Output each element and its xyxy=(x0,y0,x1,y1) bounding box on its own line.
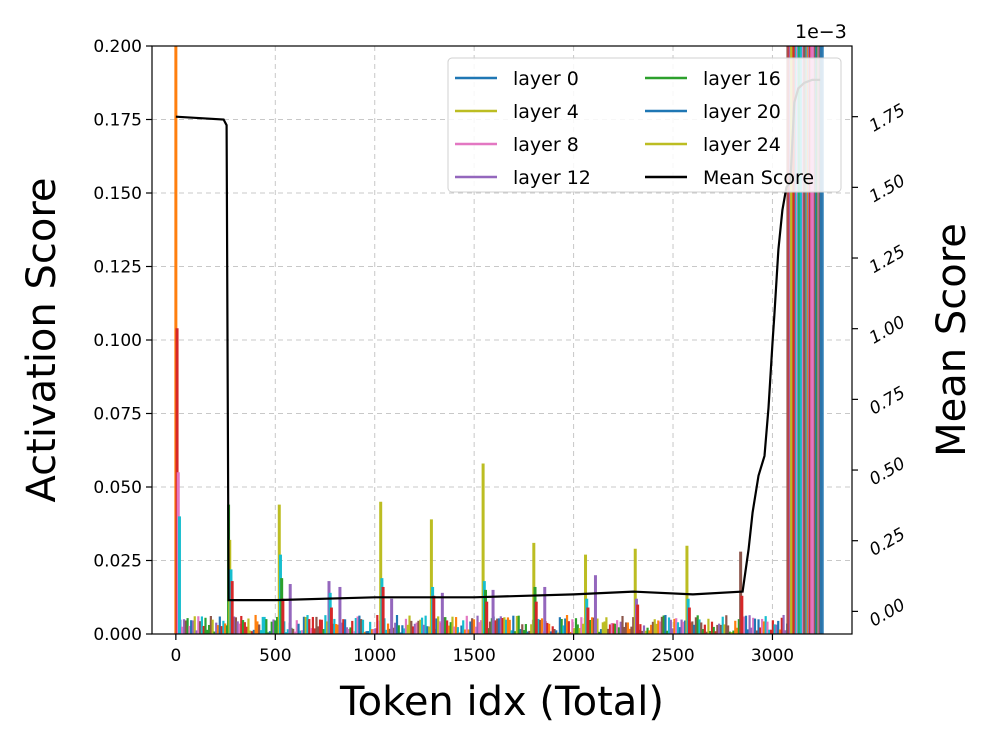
y-right-tick-label: 0.25 xyxy=(866,524,909,560)
legend-label: layer 0 xyxy=(513,68,579,90)
y-right-tick-label: 1.25 xyxy=(866,242,909,278)
y-left-tick-label: 0.200 xyxy=(93,37,142,57)
y-left-tick-label: 0.050 xyxy=(93,478,142,498)
x-tick-label: 1500 xyxy=(453,646,496,666)
x-tick-label: 1000 xyxy=(353,646,396,666)
x-tick-label: 2000 xyxy=(552,646,595,666)
y-left-tick-label: 0.000 xyxy=(93,625,142,645)
y-right-tick-label: 0.00 xyxy=(866,595,909,631)
legend-label: layer 4 xyxy=(513,101,579,123)
y-right-tick-label: 1.50 xyxy=(866,171,909,207)
legend-label: layer 16 xyxy=(703,68,781,90)
legend-label: layer 12 xyxy=(513,167,591,189)
y-left-tick-label: 0.025 xyxy=(93,552,142,572)
x-tick-label: 3000 xyxy=(751,646,794,666)
x-tick-label: 2500 xyxy=(651,646,694,666)
y-axis-right-label: Mean Score xyxy=(929,223,975,457)
y-right-tick-label: 1.75 xyxy=(866,100,909,136)
y-right-tick-label: 0.50 xyxy=(866,454,909,490)
x-tick-label: 0 xyxy=(170,646,181,666)
y-left-tick-label: 0.100 xyxy=(93,331,142,351)
y-left-tick-label: 0.175 xyxy=(93,111,142,131)
y-left-tick-label: 0.125 xyxy=(93,258,142,278)
legend-label: layer 24 xyxy=(703,134,781,156)
legend-label: layer 8 xyxy=(513,134,579,156)
legend-label: Mean Score xyxy=(703,167,814,189)
y-right-tick-label: 0.75 xyxy=(866,383,909,419)
y-left-tick-label: 0.075 xyxy=(93,405,142,425)
x-axis-label: Token idx (Total) xyxy=(339,679,664,725)
y-right-tick-label: 1.00 xyxy=(866,312,909,348)
legend-box xyxy=(447,57,842,193)
legend: layer 0 layer 4 layer 8 layer 12 layer 16 lay… xyxy=(447,57,842,193)
right-axis-multiplier: 1e−3 xyxy=(795,21,847,43)
x-tick-label: 500 xyxy=(259,646,291,666)
legend-label: layer 20 xyxy=(703,101,781,123)
y-axis-left-label: Activation Score xyxy=(19,178,65,503)
y-left-tick-label: 0.150 xyxy=(93,184,142,204)
